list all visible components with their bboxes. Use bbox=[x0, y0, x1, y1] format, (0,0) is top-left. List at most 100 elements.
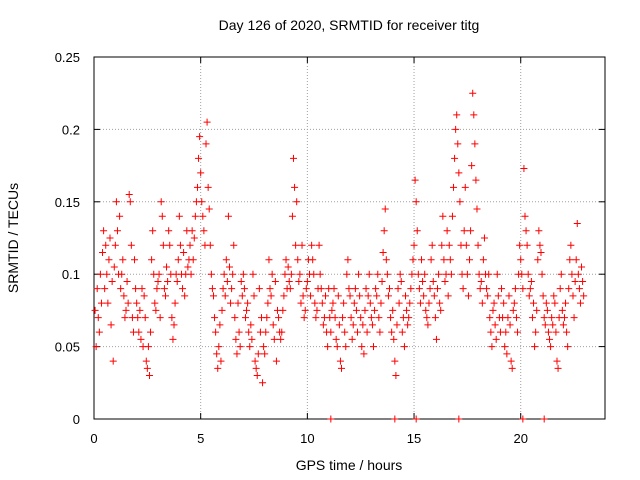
y-tick-label: 0.15 bbox=[55, 195, 80, 210]
data-point bbox=[123, 277, 131, 285]
data-point bbox=[278, 328, 286, 336]
data-point bbox=[455, 169, 463, 177]
data-point bbox=[374, 270, 382, 278]
data-point bbox=[397, 277, 405, 285]
data-point bbox=[249, 270, 257, 278]
data-point bbox=[134, 314, 142, 322]
data-point bbox=[229, 270, 237, 278]
data-point bbox=[181, 292, 189, 300]
data-point bbox=[516, 241, 524, 249]
data-point bbox=[294, 256, 302, 264]
data-point bbox=[394, 285, 402, 293]
data-point bbox=[471, 140, 479, 148]
data-point bbox=[406, 299, 414, 307]
data-point bbox=[378, 277, 386, 285]
data-point bbox=[493, 270, 501, 278]
data-point bbox=[370, 343, 378, 351]
x-tick-label: 0 bbox=[90, 431, 97, 446]
data-point bbox=[152, 306, 160, 314]
data-point bbox=[202, 140, 210, 148]
data-point bbox=[480, 234, 488, 242]
data-point bbox=[445, 241, 453, 249]
data-point bbox=[148, 256, 156, 264]
data-point bbox=[355, 270, 363, 278]
data-point bbox=[103, 270, 111, 278]
data-point bbox=[562, 299, 570, 307]
data-point bbox=[158, 212, 166, 220]
data-point bbox=[422, 306, 430, 314]
data-point bbox=[266, 285, 274, 293]
data-point bbox=[404, 321, 412, 329]
data-point bbox=[138, 285, 146, 293]
data-point bbox=[446, 256, 454, 264]
data-point bbox=[368, 321, 376, 329]
data-point bbox=[142, 357, 150, 365]
data-point bbox=[149, 227, 157, 235]
data-point bbox=[196, 133, 204, 141]
data-point bbox=[280, 292, 288, 300]
data-point bbox=[454, 140, 462, 148]
data-point bbox=[140, 292, 148, 300]
data-point bbox=[366, 299, 374, 307]
data-point bbox=[253, 372, 261, 380]
data-point bbox=[501, 343, 509, 351]
data-point bbox=[295, 277, 303, 285]
data-point bbox=[535, 227, 543, 235]
data-point bbox=[328, 306, 336, 314]
data-point bbox=[518, 270, 526, 278]
data-point bbox=[147, 328, 155, 336]
data-point bbox=[507, 357, 515, 365]
data-point bbox=[542, 299, 550, 307]
data-point bbox=[519, 285, 527, 293]
data-point bbox=[520, 164, 528, 172]
data-point bbox=[398, 328, 406, 336]
data-point bbox=[580, 292, 588, 300]
data-point bbox=[336, 357, 344, 365]
data-point bbox=[227, 299, 235, 307]
data-point bbox=[502, 328, 510, 336]
data-point bbox=[207, 270, 215, 278]
data-point bbox=[284, 263, 292, 271]
data-point bbox=[267, 292, 275, 300]
data-point bbox=[233, 350, 241, 358]
data-point bbox=[318, 299, 326, 307]
data-point bbox=[272, 357, 280, 365]
data-point bbox=[386, 285, 394, 293]
data-point bbox=[122, 306, 130, 314]
x-tick-label: 20 bbox=[513, 431, 527, 446]
data-point bbox=[228, 285, 236, 293]
data-point bbox=[556, 285, 564, 293]
data-point bbox=[566, 256, 574, 264]
data-point bbox=[500, 299, 508, 307]
data-point bbox=[473, 205, 481, 213]
plot-frame bbox=[93, 56, 606, 420]
data-point bbox=[429, 277, 437, 285]
data-point bbox=[269, 321, 277, 329]
data-point bbox=[503, 350, 511, 358]
data-point bbox=[309, 256, 317, 264]
data-point bbox=[270, 335, 278, 343]
data-point bbox=[448, 212, 456, 220]
data-point bbox=[260, 343, 268, 351]
data-point bbox=[575, 285, 583, 293]
data-point bbox=[540, 314, 548, 322]
data-point bbox=[565, 285, 573, 293]
data-point bbox=[424, 321, 432, 329]
data-point bbox=[413, 227, 421, 235]
data-point bbox=[421, 270, 429, 278]
data-point bbox=[208, 285, 216, 293]
data-point bbox=[364, 292, 372, 300]
data-point bbox=[477, 277, 485, 285]
data-point bbox=[523, 241, 531, 249]
data-point bbox=[490, 299, 498, 307]
data-point bbox=[168, 314, 176, 322]
data-point bbox=[440, 256, 448, 264]
data-point bbox=[286, 285, 294, 293]
data-point bbox=[300, 314, 308, 322]
data-point bbox=[426, 285, 434, 293]
data-point bbox=[344, 256, 352, 264]
data-point bbox=[375, 314, 383, 322]
data-point bbox=[569, 292, 577, 300]
data-point bbox=[340, 299, 348, 307]
